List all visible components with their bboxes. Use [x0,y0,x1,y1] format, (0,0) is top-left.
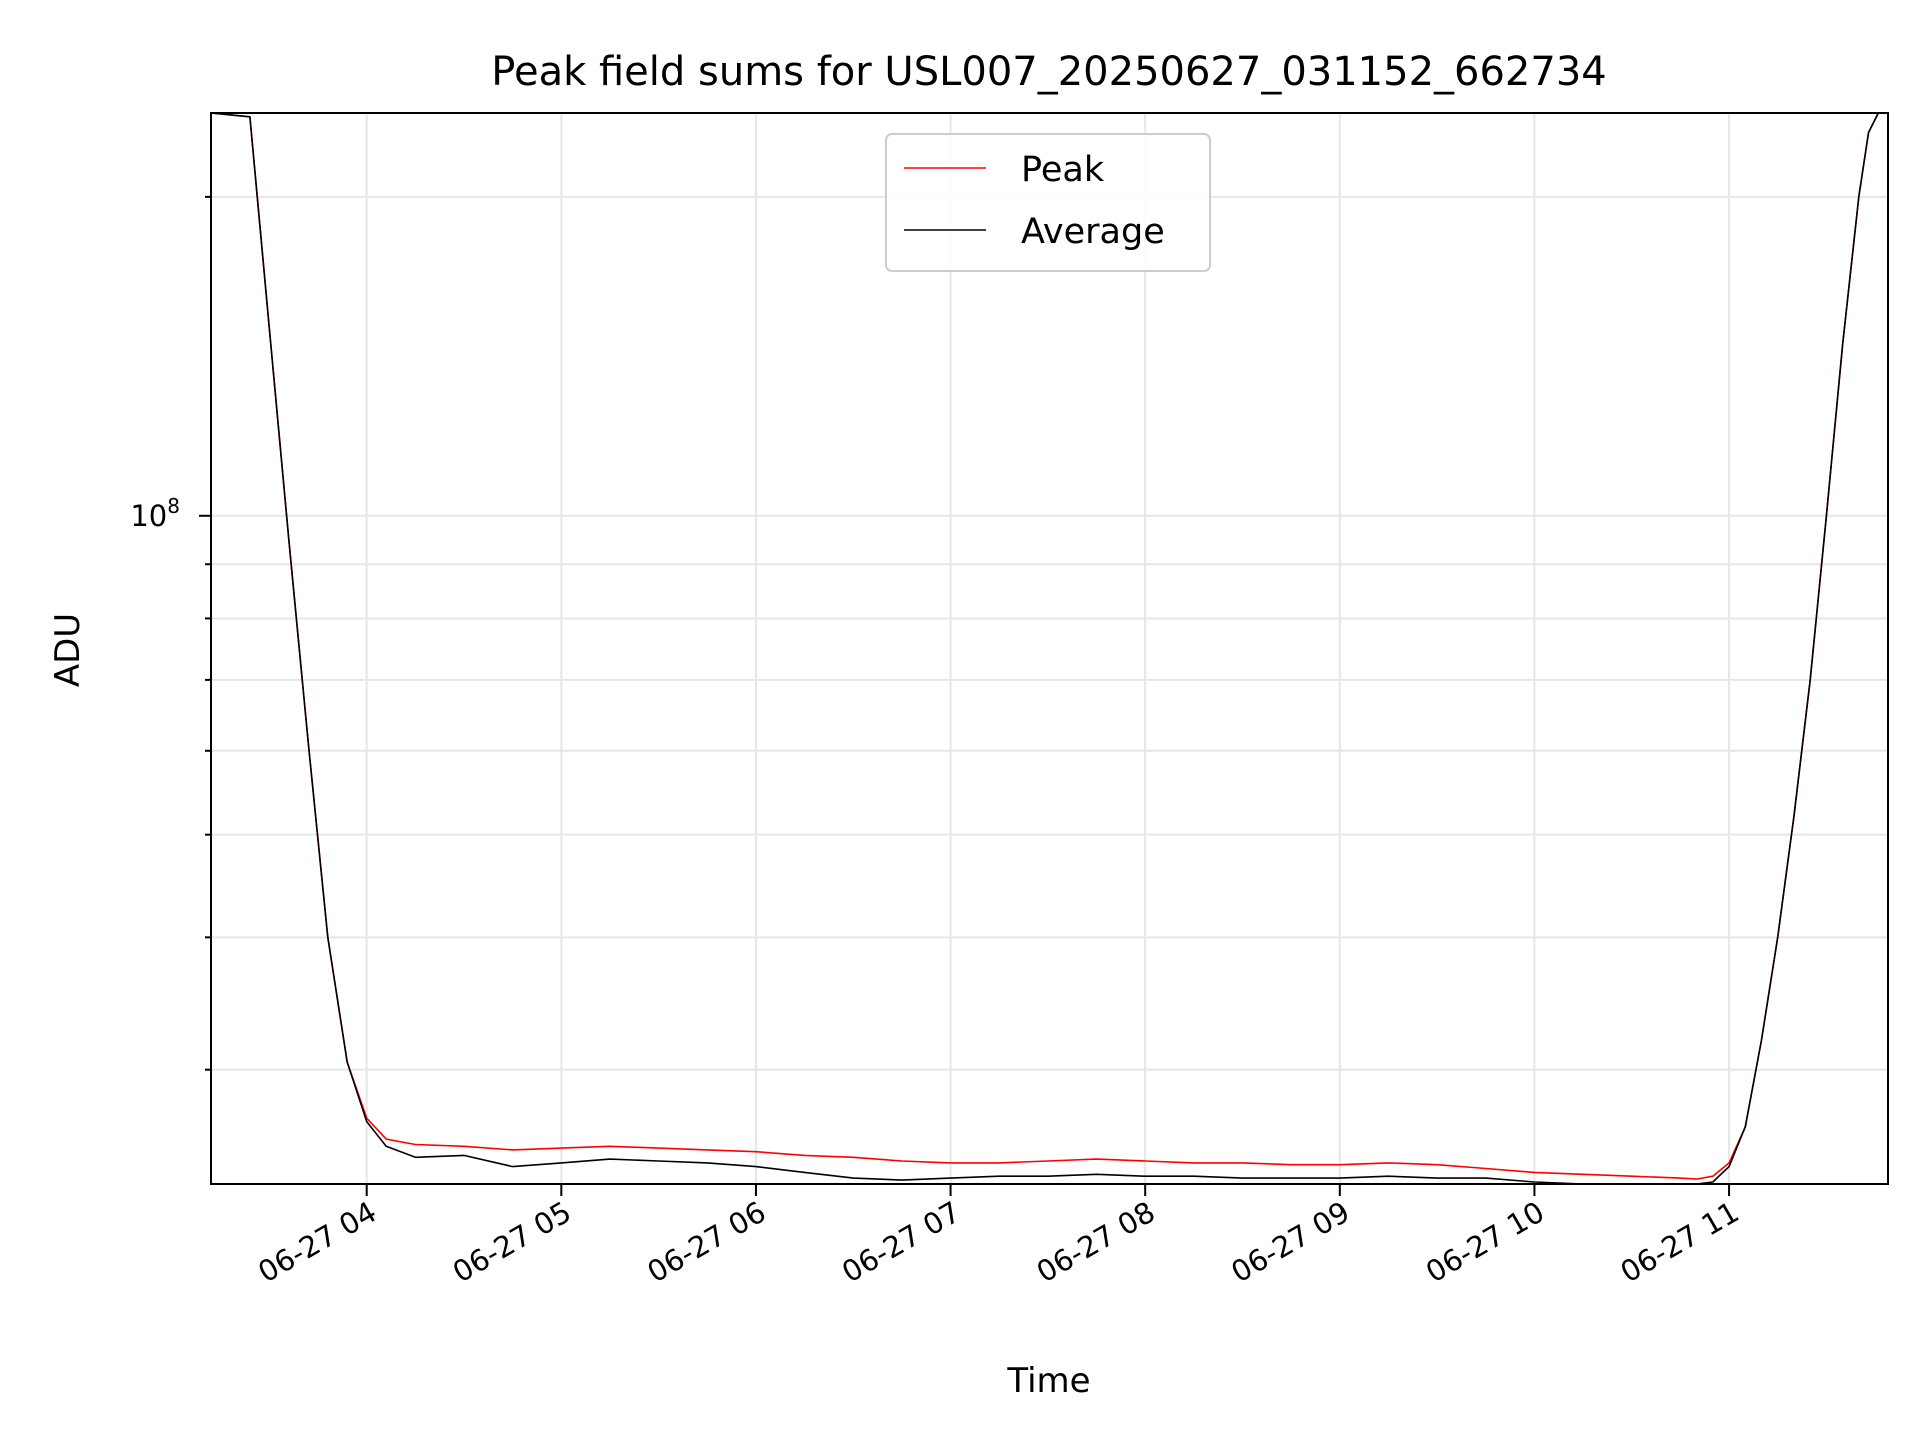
series-line-average [210,112,1888,1185]
plot-frame [210,112,1889,1185]
legend-label-average: Average [1021,212,1165,252]
grid [211,113,1888,1184]
y-axis-title: ADU [48,613,88,687]
x-axis-title: Time [1006,1361,1090,1401]
y-tick-label: 108 [130,494,180,533]
chart-title: Peak field sums for USL007_20250627_0311… [491,49,1606,95]
legend-label-peak: Peak [1021,150,1105,190]
legend: Peak Average [885,133,1211,272]
plot-lines [210,112,1888,1185]
